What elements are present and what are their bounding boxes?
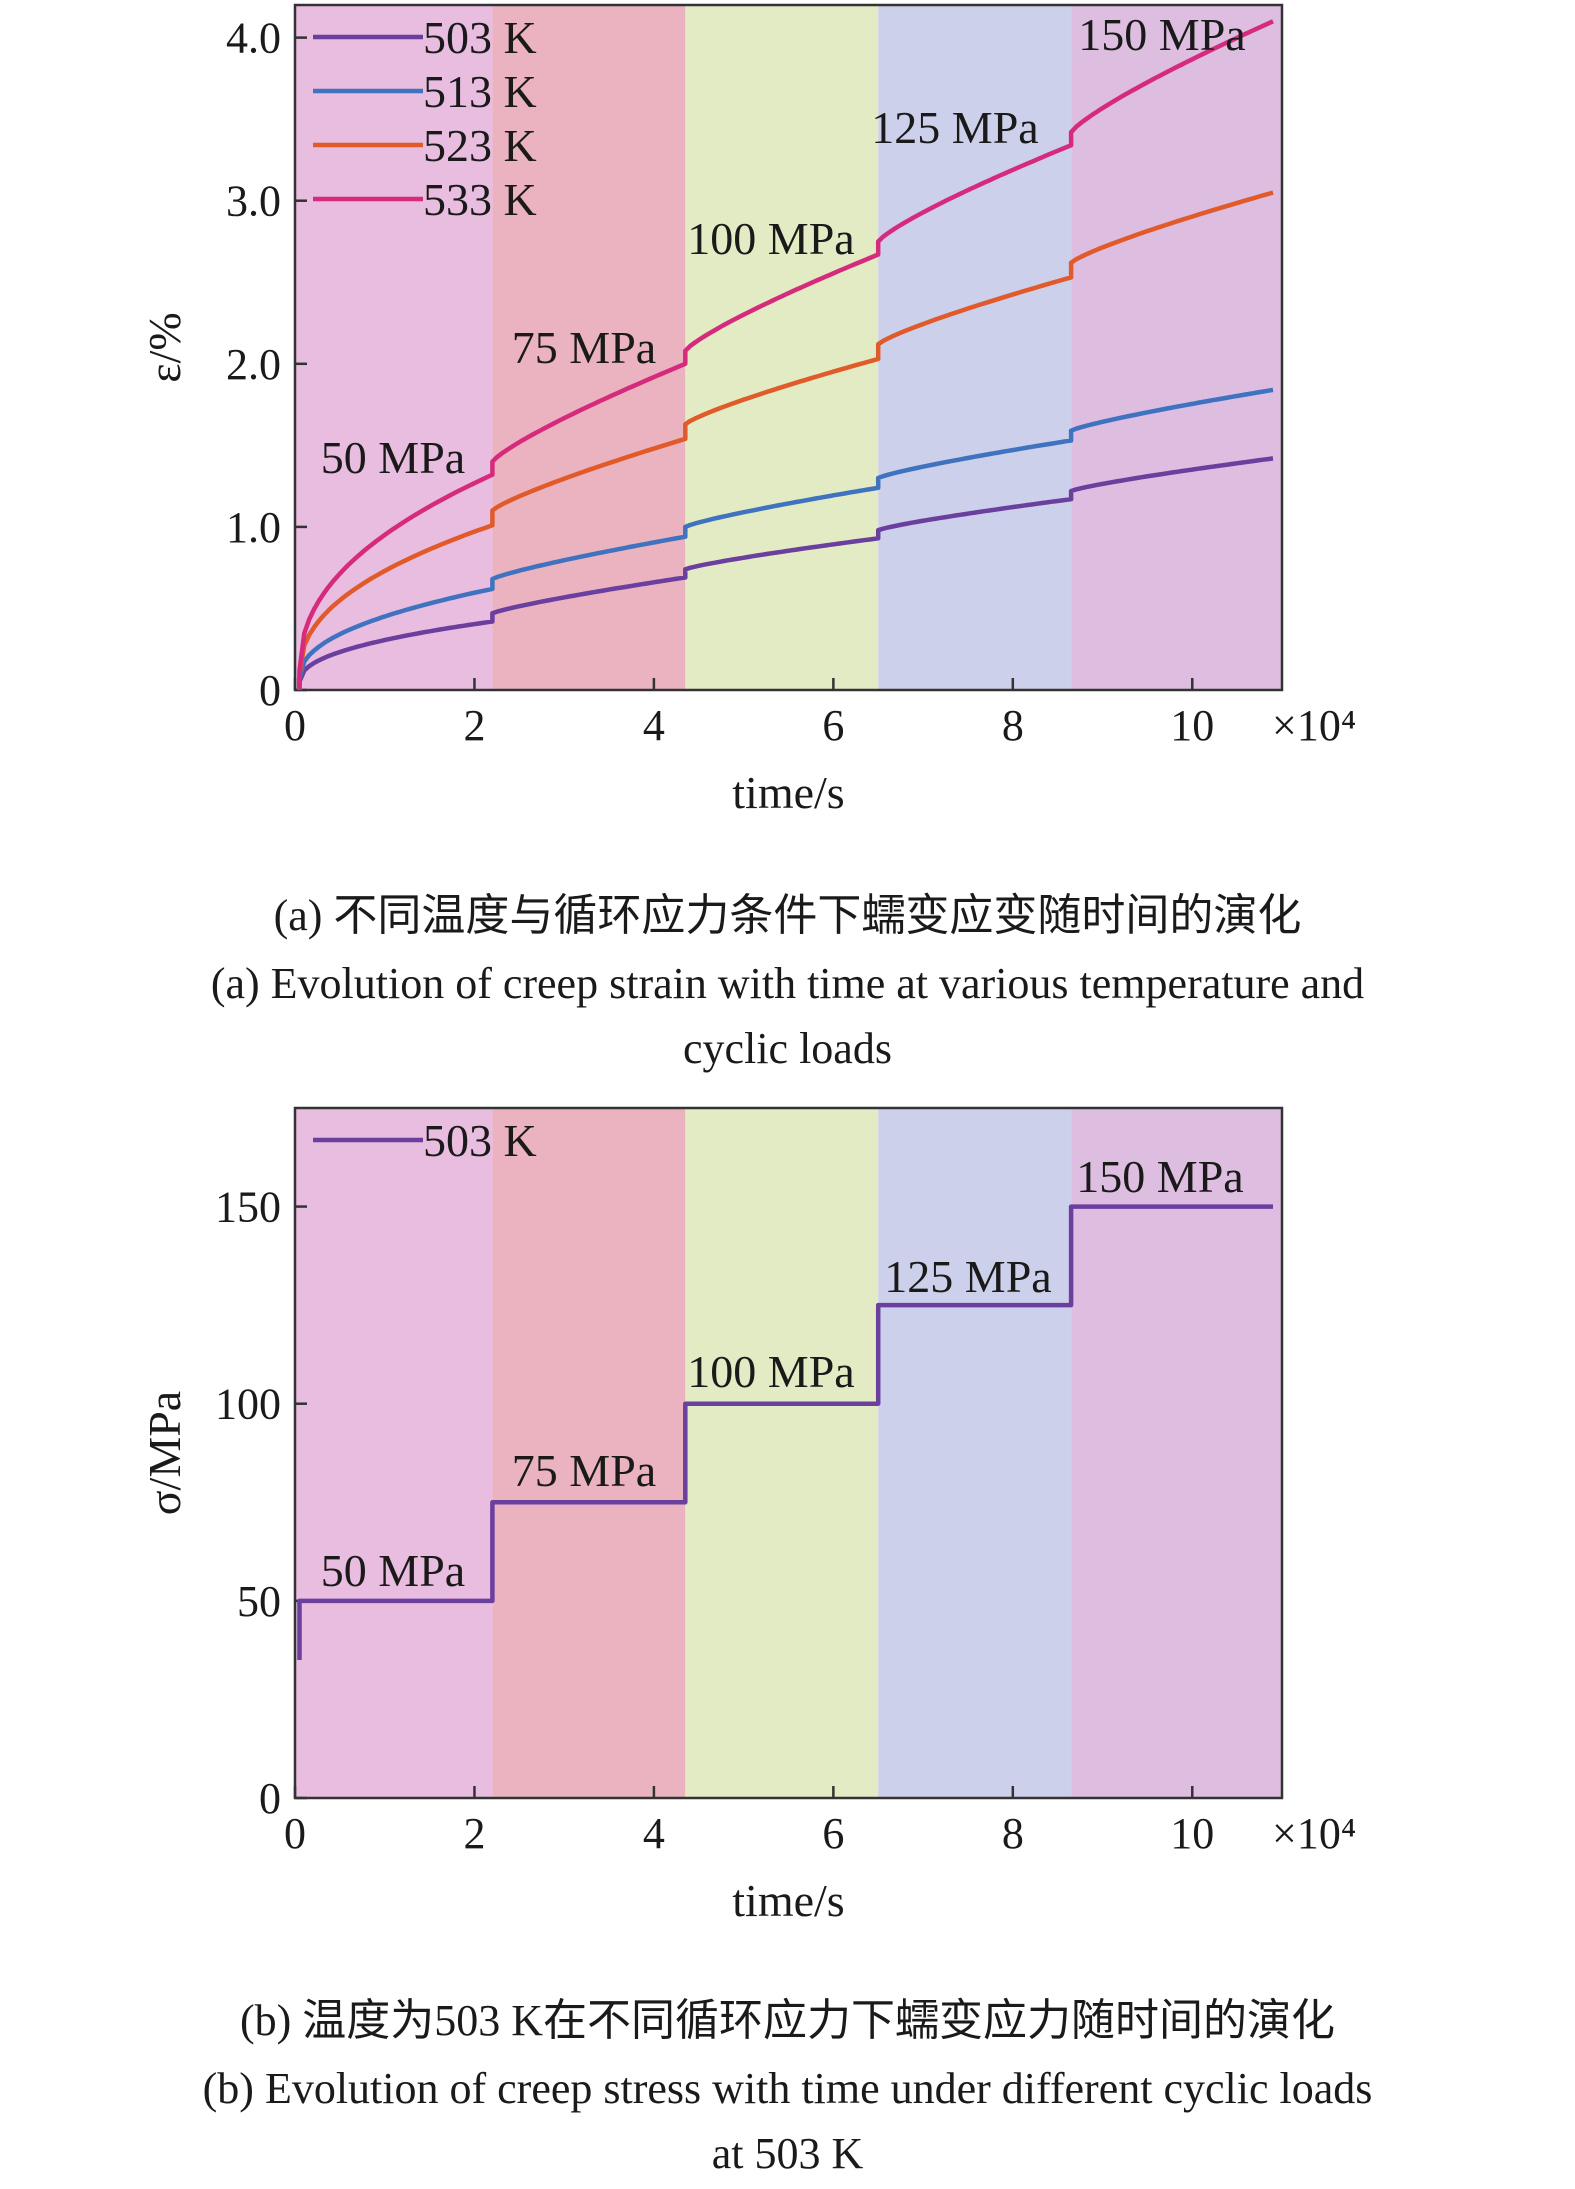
plot-frame xyxy=(293,3,1284,692)
y-tick-label: 1.0 xyxy=(226,503,281,552)
stage-stress-label: 150 MPa xyxy=(1078,9,1245,60)
y-axis-label: ε/% xyxy=(139,312,190,382)
stage-stress-label: 125 MPa xyxy=(871,102,1038,153)
x-tick-label: 8 xyxy=(1002,1809,1024,1858)
legend-label: 503 K xyxy=(423,12,537,63)
legend-label: 513 K xyxy=(423,66,537,117)
x-tick-label: 2 xyxy=(463,1809,485,1858)
series-line-503k xyxy=(297,1204,1273,1660)
y-tick-label: 50 xyxy=(237,1577,281,1626)
series-line-513k xyxy=(297,387,1274,690)
stage-band xyxy=(685,5,879,690)
caption-b-english-line1: (b) Evolution of creep stress with time … xyxy=(202,2064,1373,2113)
caption-a-english-line2: cyclic loads xyxy=(683,1024,892,1073)
x-tick-label: 8 xyxy=(1002,701,1024,750)
x-tick-label: 6 xyxy=(822,1809,844,1858)
caption-b-chinese: (b) 温度为503 K在不同循环应力下蠕变应力随时间的演化 xyxy=(239,1996,1336,2045)
y-axis-label: σ/MPa xyxy=(139,1391,190,1515)
x-multiplier-label: ×10⁴ xyxy=(1272,701,1356,750)
stage-band xyxy=(295,5,493,690)
x-tick-label: 10 xyxy=(1170,701,1214,750)
x-multiplier-label: ×10⁴ xyxy=(1272,1809,1356,1858)
legend-label: 533 K xyxy=(423,174,537,225)
stage-band xyxy=(1071,5,1282,690)
y-tick-label: 3.0 xyxy=(226,177,281,226)
y-tick-label: 4.0 xyxy=(226,14,281,63)
x-tick-label: 0 xyxy=(284,1809,306,1858)
stage-stress-label: 50 MPa xyxy=(321,432,465,483)
y-tick-label: 100 xyxy=(215,1380,281,1429)
stage-stress-label: 125 MPa xyxy=(884,1251,1051,1302)
x-tick-label: 10 xyxy=(1170,1809,1214,1858)
stage-stress-label: 75 MPa xyxy=(512,1445,656,1496)
caption-b-english-line2: at 503 K xyxy=(711,2129,864,2178)
y-tick-label: 0 xyxy=(259,1774,281,1823)
stage-band xyxy=(492,1108,686,1798)
creep-strain-chart: 0 2 4 6 8 10 0 1.0 2.0 3.0 4.0 ×10⁴ time/s ε/% 503 K51… xyxy=(139,3,1356,818)
stage-band xyxy=(685,1108,879,1798)
x-tick-label: 2 xyxy=(463,701,485,750)
plot-frame xyxy=(293,1106,1284,1800)
stage-stress-label: 100 MPa xyxy=(687,213,854,264)
stage-stress-label: 50 MPa xyxy=(321,1545,465,1596)
series-line-523k xyxy=(297,190,1274,690)
x-tick-label: 0 xyxy=(284,701,306,750)
stage-band xyxy=(1071,1108,1282,1798)
x-tick-label: 4 xyxy=(643,1809,665,1858)
stage-band xyxy=(878,1108,1072,1798)
y-tick-label: 0 xyxy=(259,666,281,715)
x-axis-label: time/s xyxy=(732,767,844,818)
y-tick-label: 150 xyxy=(215,1183,281,1232)
stage-stress-label: 100 MPa xyxy=(687,1346,854,1397)
x-tick-label: 6 xyxy=(822,701,844,750)
series-line-503k xyxy=(297,456,1274,690)
caption-a-english-line1: (a) Evolution of creep strain with time … xyxy=(210,959,1365,1008)
legend-label: 503 K xyxy=(423,1115,537,1166)
caption-a-chinese: (a) 不同温度与循环应力条件下蠕变应变随时间的演化 xyxy=(273,891,1302,940)
series-line-533k xyxy=(297,19,1274,690)
stage-band xyxy=(295,1108,493,1798)
x-axis-label: time/s xyxy=(732,1875,844,1926)
stage-band xyxy=(878,5,1072,690)
stage-stress-label: 75 MPa xyxy=(512,322,656,373)
x-tick-label: 4 xyxy=(643,701,665,750)
stage-stress-label: 150 MPa xyxy=(1076,1151,1243,1202)
y-tick-label: 2.0 xyxy=(226,340,281,389)
legend-label: 523 K xyxy=(423,120,537,171)
stage-band xyxy=(492,5,686,690)
